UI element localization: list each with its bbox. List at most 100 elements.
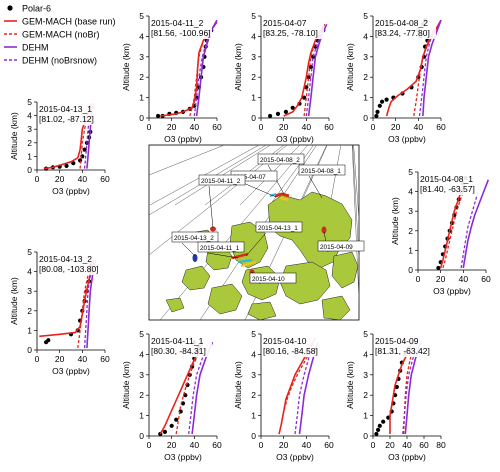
panel-title: 2015-04-11_2 [151, 18, 204, 28]
flight-track [279, 197, 289, 201]
y-tick-label: 5 [139, 11, 144, 21]
meridian-line [329, 145, 342, 206]
series-line-gem-mach-nobr [413, 27, 435, 117]
polar6-point [283, 109, 288, 114]
polar6-point [377, 423, 382, 428]
series-line-gem-mach-nobr [175, 348, 202, 435]
meridian-line [269, 145, 314, 206]
meridian-line [174, 145, 271, 206]
x-tick-label: 60 [100, 354, 110, 364]
panel-subtitle: [81.56, -100.96] [151, 28, 211, 38]
y-tick-label: 0 [363, 113, 368, 123]
polar6-point [156, 113, 161, 119]
series-line-gem-mach-base-run [439, 181, 466, 269]
y-axis-label: Altitude (km) [9, 277, 19, 325]
y-tick-label: 5 [363, 11, 368, 21]
panel-subtitle: [83.25, -78.10] [263, 28, 318, 38]
legend: Polar-6 GEM-MACH (base run) GEM-MACH (noBr… [4, 4, 116, 66]
x-tick-label: 0 [371, 440, 376, 450]
polar6-point [169, 423, 174, 428]
polar6-point [268, 113, 273, 119]
polar6-point [377, 103, 382, 108]
y-tick-label: 5 [251, 11, 256, 21]
flight-track [274, 192, 290, 198]
panel-subtitle: [80.16, -84.58] [263, 346, 318, 356]
meridian-line [149, 145, 267, 216]
panel-subtitle: [80.08, -103.80] [39, 264, 99, 274]
legend-label: DEHM (noBrsnow) [22, 56, 97, 66]
x-axis-label: O3 (ppbv) [388, 134, 426, 144]
y-tick-label: 5 [27, 247, 32, 257]
y-tick-label: 1 [363, 411, 368, 421]
x-tick-label: 20 [385, 440, 395, 450]
series-line-gem-mach-nobr [442, 191, 464, 269]
y-tick-label: 4 [27, 111, 32, 121]
profile-panel: 0 1 2 3 4 5 0 20 40 60 O3 (ppbv) Altitude (km) 2015-… [233, 11, 334, 144]
x-tick-label: 0 [35, 174, 40, 184]
polar6-point [162, 429, 167, 434]
series-line-dehm-nobrsnow [460, 191, 479, 269]
meridian-line [353, 145, 359, 221]
polar6-point [384, 97, 389, 102]
map-label: 2015-04-08_2 [260, 157, 300, 164]
x-tick-label: 20 [55, 354, 65, 364]
y-tick-label: 2 [27, 306, 32, 316]
land-mass [321, 295, 351, 320]
x-tick-label: 60 [100, 174, 110, 184]
series-line-gem-mach-nobr [189, 29, 211, 117]
polar6-point [306, 75, 311, 80]
profile-panel: 0 1 2 3 4 5 0 20 40 60 O3 (ppbv) Altitude (km) 2015-… [345, 11, 446, 144]
flight-track [210, 226, 216, 232]
profile-panel: 0 1 2 3 4 5 0 20 40 60 O3 (ppbv) Altitude (km) 2015-… [390, 167, 491, 296]
map-label-leader [240, 181, 277, 198]
x-tick-label: 60 [324, 440, 334, 450]
y-tick-label: 3 [27, 124, 32, 134]
y-axis-label: Altitude (km) [121, 43, 131, 91]
meridian-line [352, 145, 359, 261]
land-mass [207, 283, 243, 315]
y-tick-label: 1 [139, 93, 144, 103]
x-tick-label: 60 [324, 122, 334, 132]
y-tick-label: 5 [251, 329, 256, 339]
map-label-leader [208, 185, 214, 229]
series-line-dehm-nobrsnow [402, 344, 418, 435]
x-tick-label: 40 [414, 122, 424, 132]
map-label-leader [245, 232, 267, 257]
x-tick-label: 20 [391, 122, 401, 132]
legend-marker-dot [7, 5, 13, 11]
map-label-leader [207, 252, 239, 259]
legend-label: GEM-MACH (noBr) [22, 30, 100, 40]
y-tick-label: 4 [139, 31, 144, 41]
y-axis-label: Altitude (km) [9, 112, 19, 160]
y-tick-label: 2 [251, 390, 256, 400]
x-tick-label: 20 [279, 440, 289, 450]
map-label: 2015-04-07 [233, 174, 266, 181]
panel-title: 2015-04-11_1 [151, 336, 204, 346]
series-line-dehm-nobrsnow [294, 344, 314, 435]
y-axis-label: Altitude (km) [390, 197, 400, 245]
x-tick-label: 40 [78, 174, 88, 184]
land-mass [181, 265, 211, 291]
panel-title-box [38, 103, 100, 125]
map-label: 2015-04-09 [320, 244, 353, 251]
x-tick-label: 80 [436, 440, 446, 450]
polar6-point [311, 54, 316, 59]
profile-panel: 0 1 2 3 4 5 0 20 40 60 O3 (ppbv) Altitude (km) 2015-… [121, 329, 222, 462]
meridian-line [239, 145, 301, 206]
flight-track [237, 259, 253, 263]
polar6-point [275, 111, 281, 116]
y-tick-label: 1 [139, 411, 144, 421]
x-axis-label: O3 (ppbv) [276, 452, 314, 462]
map-inset: 2015-04-08_2 2015-04-07 2015-04-08_1 2015-0… [148, 144, 365, 321]
x-tick-label: 0 [371, 122, 376, 132]
x-tick-label: 40 [302, 122, 312, 132]
series-line-dehm [195, 19, 218, 117]
y-axis-label: Altitude (km) [233, 43, 243, 91]
y-tick-label: 3 [27, 286, 32, 296]
series-line-dehm-nobrsnow [305, 30, 323, 117]
x-tick-label: 20 [167, 440, 177, 450]
panel-title: 2015-04-08_2 [375, 18, 428, 28]
x-tick-label: 60 [212, 122, 222, 132]
x-tick-label: 0 [259, 122, 264, 132]
y-tick-label: 4 [27, 267, 32, 277]
